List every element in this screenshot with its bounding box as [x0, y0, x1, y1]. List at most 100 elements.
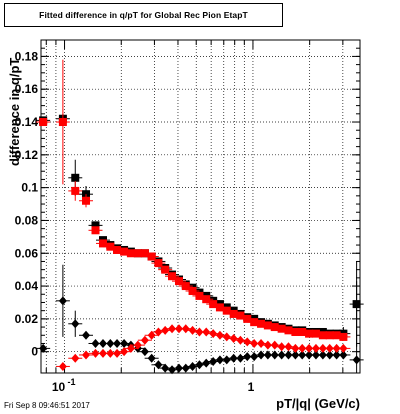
x-tick-label: 1 [248, 380, 255, 394]
data-point-square [284, 326, 293, 335]
y-tick-label: 0.18 [15, 49, 39, 63]
data-point-square [188, 286, 197, 295]
y-tick-label: 0 [31, 345, 38, 359]
data-point-diamond [82, 330, 91, 340]
plot-frame [40, 39, 361, 374]
data-point-diamond [181, 324, 190, 334]
data-point-diamond [188, 325, 197, 335]
data-point-diamond [188, 361, 197, 371]
data-point-diamond [71, 319, 80, 329]
data-point-diamond [209, 357, 218, 367]
data-point-diamond [140, 347, 149, 357]
data-point-diamond [284, 342, 293, 352]
x-tick-label: 10 [52, 380, 66, 394]
data-point-diamond [209, 329, 218, 339]
data-point-diamond [98, 348, 107, 358]
data-point-diamond [222, 355, 231, 365]
data-point-diamond [58, 361, 67, 371]
y-axis-label: difference in q/pT [7, 57, 22, 166]
y-tick-label: 0.1 [21, 181, 38, 195]
data-point-square [339, 332, 348, 341]
x-axis-label: pT/|q| (GeV/c) [276, 396, 360, 411]
data-point-diamond [82, 350, 91, 360]
data-point-square [140, 249, 149, 258]
y-tick-label: 0.12 [15, 148, 39, 162]
data-point-diamond [71, 353, 80, 363]
data-point-diamond [133, 340, 142, 350]
data-point-diamond [236, 335, 245, 345]
data-point-diamond [352, 355, 361, 365]
data-point-square [71, 173, 80, 182]
data-point-square [147, 252, 156, 261]
data-point-diamond [270, 340, 279, 350]
data-point-diamond [257, 338, 266, 348]
data-point-square [174, 277, 183, 286]
data-point-square [195, 291, 204, 300]
data-point-diamond [147, 353, 156, 363]
data-point-square [82, 196, 91, 205]
data-point-square [209, 300, 218, 309]
data-point-square [181, 282, 190, 291]
data-point-diamond [339, 343, 348, 353]
data-point-square [91, 226, 100, 235]
y-tick-label: 0.14 [15, 115, 39, 129]
data-point-square [161, 265, 170, 274]
data-point-square [236, 311, 245, 320]
data-point-diamond [91, 348, 100, 358]
data-point-diamond [140, 335, 149, 345]
y-tick-label: 0.06 [15, 246, 39, 260]
data-point-square [311, 329, 320, 338]
data-point-diamond [250, 352, 259, 362]
chart-title-box: Fitted difference in q/pT for Global Rec… [4, 3, 283, 27]
data-point-diamond [161, 325, 170, 335]
data-point-square [229, 309, 238, 318]
data-point-square [332, 331, 341, 340]
data-point-diamond [168, 365, 177, 375]
data-point-diamond [113, 338, 122, 348]
data-point-square [202, 295, 211, 304]
data-point-square [58, 118, 67, 127]
data-point-square [106, 242, 115, 251]
data-point-diamond [339, 350, 348, 360]
data-point-square [91, 221, 100, 230]
data-point-square [222, 306, 231, 315]
data-point-diamond [202, 327, 211, 337]
data-point-diamond [161, 363, 170, 373]
data-point-diamond [39, 343, 48, 353]
chart-title: Fitted difference in q/pT for Global Rec… [39, 10, 248, 20]
data-point-diamond [147, 330, 156, 340]
data-point-square [71, 186, 80, 195]
data-point-diamond [181, 363, 190, 373]
data-point-diamond [120, 338, 129, 348]
data-point-square [257, 319, 266, 328]
data-point-square [298, 327, 307, 336]
data-point-square [120, 247, 129, 256]
x-tick-label-exponent: -1 [68, 377, 76, 387]
y-tick-label: 0.08 [15, 213, 39, 227]
data-point-diamond [236, 353, 245, 363]
data-point-diamond [195, 360, 204, 370]
data-point-diamond [154, 327, 163, 337]
data-point-square [39, 118, 48, 127]
y-tick-label: 0.04 [15, 279, 39, 293]
data-point-diamond [222, 332, 231, 342]
data-point-square [168, 272, 177, 281]
data-point-square [98, 239, 107, 248]
data-point-square [270, 323, 279, 332]
data-point-square [277, 324, 286, 333]
data-point-square [263, 321, 272, 330]
y-tick-label: 0.02 [15, 312, 39, 326]
data-point-diamond [215, 330, 224, 340]
data-point-diamond [126, 343, 135, 353]
y-tick-label: 0.16 [15, 82, 39, 96]
data-point-diamond [243, 337, 252, 347]
data-point-diamond [154, 360, 163, 370]
data-point-diamond [120, 347, 129, 357]
data-point-square [243, 314, 252, 323]
data-point-diamond [202, 358, 211, 368]
data-point-diamond [98, 338, 107, 348]
data-point-diamond [113, 348, 122, 358]
data-point-diamond [58, 296, 67, 306]
data-point-square [154, 259, 163, 268]
